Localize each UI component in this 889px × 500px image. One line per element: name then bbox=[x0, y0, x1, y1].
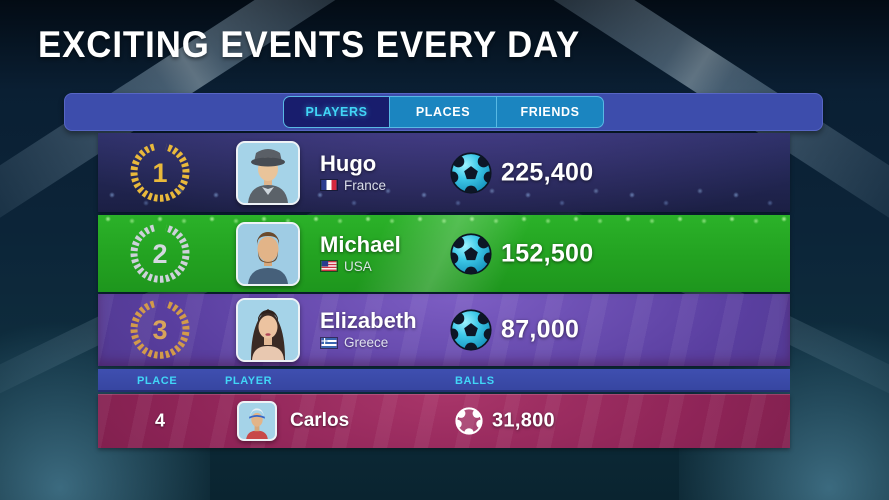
player-country: USA bbox=[344, 258, 372, 274]
player-name: Elizabeth bbox=[320, 308, 417, 333]
player-info: Elizabeth Greece bbox=[320, 310, 417, 350]
avatar bbox=[236, 140, 300, 205]
svg-text:1: 1 bbox=[152, 158, 167, 188]
column-header-player: PLAYER bbox=[225, 374, 273, 387]
avatar bbox=[237, 401, 277, 441]
laurel-wreath-bronze-icon: 3 bbox=[130, 300, 190, 359]
player-name: Hugo bbox=[320, 150, 377, 176]
score-value: 225,400 bbox=[501, 158, 594, 186]
usa-flag-icon bbox=[320, 260, 338, 272]
score-value: 87,000 bbox=[501, 315, 580, 344]
laurel-wreath-silver-icon: 2 bbox=[130, 224, 190, 283]
player-country: Greece bbox=[344, 335, 389, 350]
tab-places[interactable]: PLACES bbox=[390, 96, 497, 128]
player-name: Carlos bbox=[290, 410, 350, 431]
leaderboard-panel: 1 Hugo France bbox=[98, 133, 790, 448]
laurel-wreath-gold-icon: 1 bbox=[130, 143, 190, 202]
score-value: 152,500 bbox=[501, 239, 594, 267]
column-header-place: PLACE bbox=[137, 374, 178, 387]
avatar bbox=[236, 221, 300, 286]
player-name: Michael bbox=[320, 231, 401, 257]
place-number: 4 bbox=[154, 410, 165, 431]
page-title: EXCITING EVENTS EVERY DAY bbox=[38, 24, 581, 65]
table-row[interactable]: 2 Michael bbox=[98, 215, 790, 292]
table-row[interactable]: 3 Elizabeth bbox=[98, 294, 790, 366]
greece-flag-icon bbox=[320, 336, 338, 349]
table-row[interactable]: 1 Hugo France bbox=[98, 133, 790, 212]
table-row[interactable]: 4 Carlos bbox=[98, 394, 790, 448]
soccer-ball-cyan-icon bbox=[450, 151, 492, 194]
table-header: PLACE PLAYER BALLS bbox=[98, 369, 790, 392]
score-value: 31,800 bbox=[492, 409, 555, 432]
player-country: France bbox=[344, 177, 387, 193]
player-info: Michael USA bbox=[320, 231, 401, 274]
player-info: Hugo France bbox=[320, 150, 387, 193]
tab-friends[interactable]: FRIENDS bbox=[497, 96, 604, 128]
column-header-balls: BALLS bbox=[455, 374, 495, 387]
tab-group: PLAYERS PLACES FRIENDS bbox=[283, 96, 604, 128]
soccer-ball-white-icon bbox=[455, 407, 483, 435]
soccer-ball-cyan-icon bbox=[450, 309, 492, 351]
avatar bbox=[236, 298, 300, 362]
svg-text:2: 2 bbox=[152, 239, 167, 269]
soccer-ball-cyan-icon bbox=[450, 232, 492, 275]
tab-players[interactable]: PLAYERS bbox=[283, 96, 390, 128]
france-flag-icon bbox=[320, 179, 338, 191]
svg-text:3: 3 bbox=[152, 315, 167, 345]
